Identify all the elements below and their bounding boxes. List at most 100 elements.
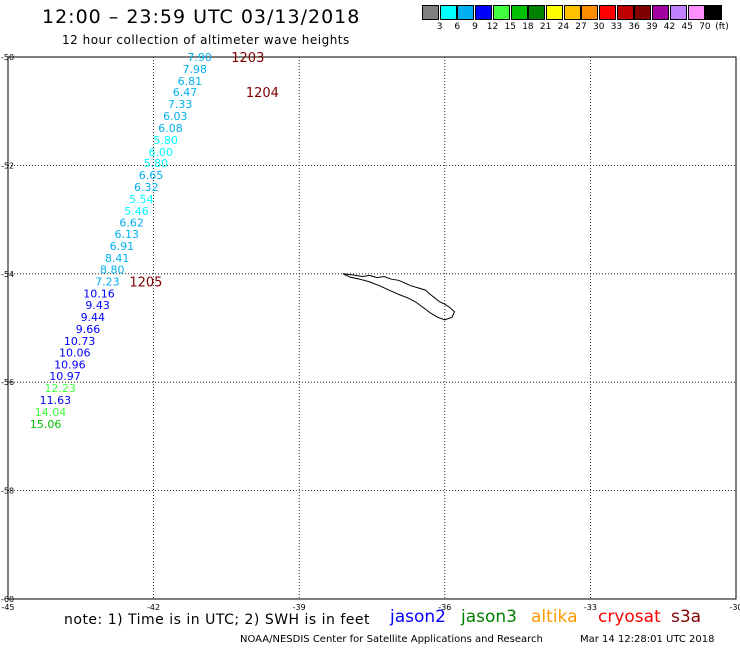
swh-observation: 6.32 — [134, 181, 159, 194]
mission-altika: altika — [531, 607, 578, 627]
color-scale-label: 30 — [593, 22, 605, 32]
color-swatch — [599, 5, 616, 20]
swh-observation: 9.43 — [85, 299, 110, 312]
swh-observation: 6.81 — [178, 75, 203, 88]
swh-observation: 6.65 — [139, 169, 164, 182]
color-swatch — [492, 5, 510, 20]
color-swatch — [510, 5, 528, 20]
lon-tick-label: -42 — [147, 603, 160, 612]
lat-tick-label: -52 — [1, 161, 14, 170]
generation-timestamp: Mar 14 12:28:01 UTC 2018 — [580, 634, 715, 645]
color-swatch — [475, 5, 493, 20]
swh-observation: 6.03 — [163, 110, 188, 123]
color-swatch — [669, 5, 687, 20]
grid-lines — [8, 57, 736, 599]
swh-observation: 6.62 — [119, 216, 144, 229]
credit-text: NOAA/NESDIS Center for Satellite Applica… — [240, 634, 543, 645]
axis-tick-labels: -45 -42 -39 -36 -33 -30 -50 -52 -54 -56 -58 -60 — [1, 53, 740, 612]
color-scale-label: 45 — [681, 22, 693, 32]
lon-tick-label: -36 — [438, 603, 451, 612]
lon-tick-label: -30 — [729, 603, 740, 612]
color-swatch — [528, 5, 546, 20]
swh-observation: 11.63 — [40, 394, 72, 407]
mission-s3a: s3a — [671, 607, 702, 627]
swh-observation: 9.44 — [81, 311, 106, 324]
lon-tick-label: -39 — [293, 603, 306, 612]
swh-observation: 10.96 — [54, 358, 86, 371]
swh-observation: 7.98 — [182, 63, 207, 76]
color-scale-label: 39 — [646, 22, 658, 32]
color-scale-label: 36 — [628, 22, 640, 32]
color-scale-label: 27 — [575, 22, 587, 32]
swh-observation: 8.41 — [105, 252, 130, 265]
swh-observation: 10.16 — [83, 287, 115, 300]
swh-observation: 8.80 — [100, 263, 125, 276]
swh-observation: 10.97 — [49, 370, 81, 383]
color-scale-label: 9 — [472, 22, 478, 32]
swh-observation: 5.80 — [144, 157, 169, 170]
footer-note: note: 1) Time is in UTC; 2) SWH is in fe… — [64, 612, 371, 628]
swh-observation: 7.33 — [168, 98, 193, 111]
swh-observation: 10.73 — [64, 335, 96, 348]
color-swatch — [616, 5, 634, 20]
swh-observation: 12.23 — [44, 382, 76, 395]
observations: 7.907.986.816.477.336.036.085.806.005.80… — [30, 51, 212, 431]
coastline: South Georgia — [342, 273, 456, 321]
swh-observation: 10.06 — [59, 346, 91, 359]
chart-subtitle: 12 hour collection of altimeter wave hei… — [62, 33, 350, 47]
color-swatch — [652, 5, 670, 20]
color-scale-label: 6 — [454, 22, 461, 32]
swh-observation: 6.91 — [110, 240, 135, 253]
color-swatch — [634, 5, 652, 20]
time-labels: 1203 1204 1205 — [129, 51, 279, 290]
plot-border — [7, 56, 737, 600]
lat-tick-label: -58 — [1, 487, 14, 496]
coastline-south-georgia: South Georgia — [342, 273, 456, 321]
color-scale-label: 21 — [539, 22, 552, 32]
color-swatch — [457, 5, 475, 20]
mission-jason3: jason3 — [461, 607, 517, 627]
swh-observation: 5.80 — [153, 134, 178, 147]
swh-observation: 6.00 — [149, 146, 174, 159]
color-swatch — [705, 5, 723, 20]
color-scale-unit: (ft) — [715, 22, 729, 32]
swh-observation: 5.54 — [129, 193, 154, 206]
lon-tick-label: -45 — [1, 603, 14, 612]
color-swatch — [439, 5, 457, 20]
color-scale-label: 33 — [610, 22, 623, 32]
lat-tick-label: -50 — [1, 53, 14, 62]
color-swatch — [581, 5, 599, 20]
swh-observation: 15.06 — [30, 418, 62, 431]
color-scale-label: 42 — [663, 22, 676, 32]
swh-observation: 7.90 — [187, 51, 212, 64]
lat-tick-label: -54 — [1, 270, 14, 279]
color-scale-label: 18 — [522, 22, 534, 32]
swh-observation: 7.23 — [95, 275, 120, 288]
swh-observation: 9.66 — [76, 323, 101, 336]
lat-tick-label: -60 — [1, 595, 14, 604]
swh-observation: 5.46 — [124, 205, 149, 218]
time-label: 1205 — [129, 275, 162, 290]
color-swatch — [563, 5, 581, 20]
mission-jason2: jason2 — [390, 607, 446, 627]
mission-cryosat: cryosat — [598, 607, 661, 627]
lat-tick-label: -56 — [1, 378, 14, 387]
swh-observation: 6.08 — [158, 122, 183, 135]
chart-title: 12:00 – 23:59 UTC 03/13/2018 — [42, 6, 361, 28]
color-scale-label: 12 — [486, 22, 499, 32]
lon-tick-label: -33 — [584, 603, 597, 612]
plot-frame — [7, 56, 737, 600]
color-swatch — [687, 5, 705, 20]
color-scale-label: 70 — [699, 22, 711, 32]
color-scale-label: 15 — [504, 22, 516, 32]
swh-observation: 6.47 — [173, 86, 198, 99]
color-scale-label: 24 — [557, 22, 570, 32]
color-swatch — [422, 5, 439, 20]
color-swatch — [545, 5, 563, 20]
time-label: 1203 — [231, 51, 264, 66]
swh-observation: 14.04 — [35, 406, 67, 419]
swh-observation: 6.13 — [115, 228, 140, 241]
time-label: 1204 — [246, 86, 279, 101]
color-scale-label: 3 — [436, 22, 443, 32]
